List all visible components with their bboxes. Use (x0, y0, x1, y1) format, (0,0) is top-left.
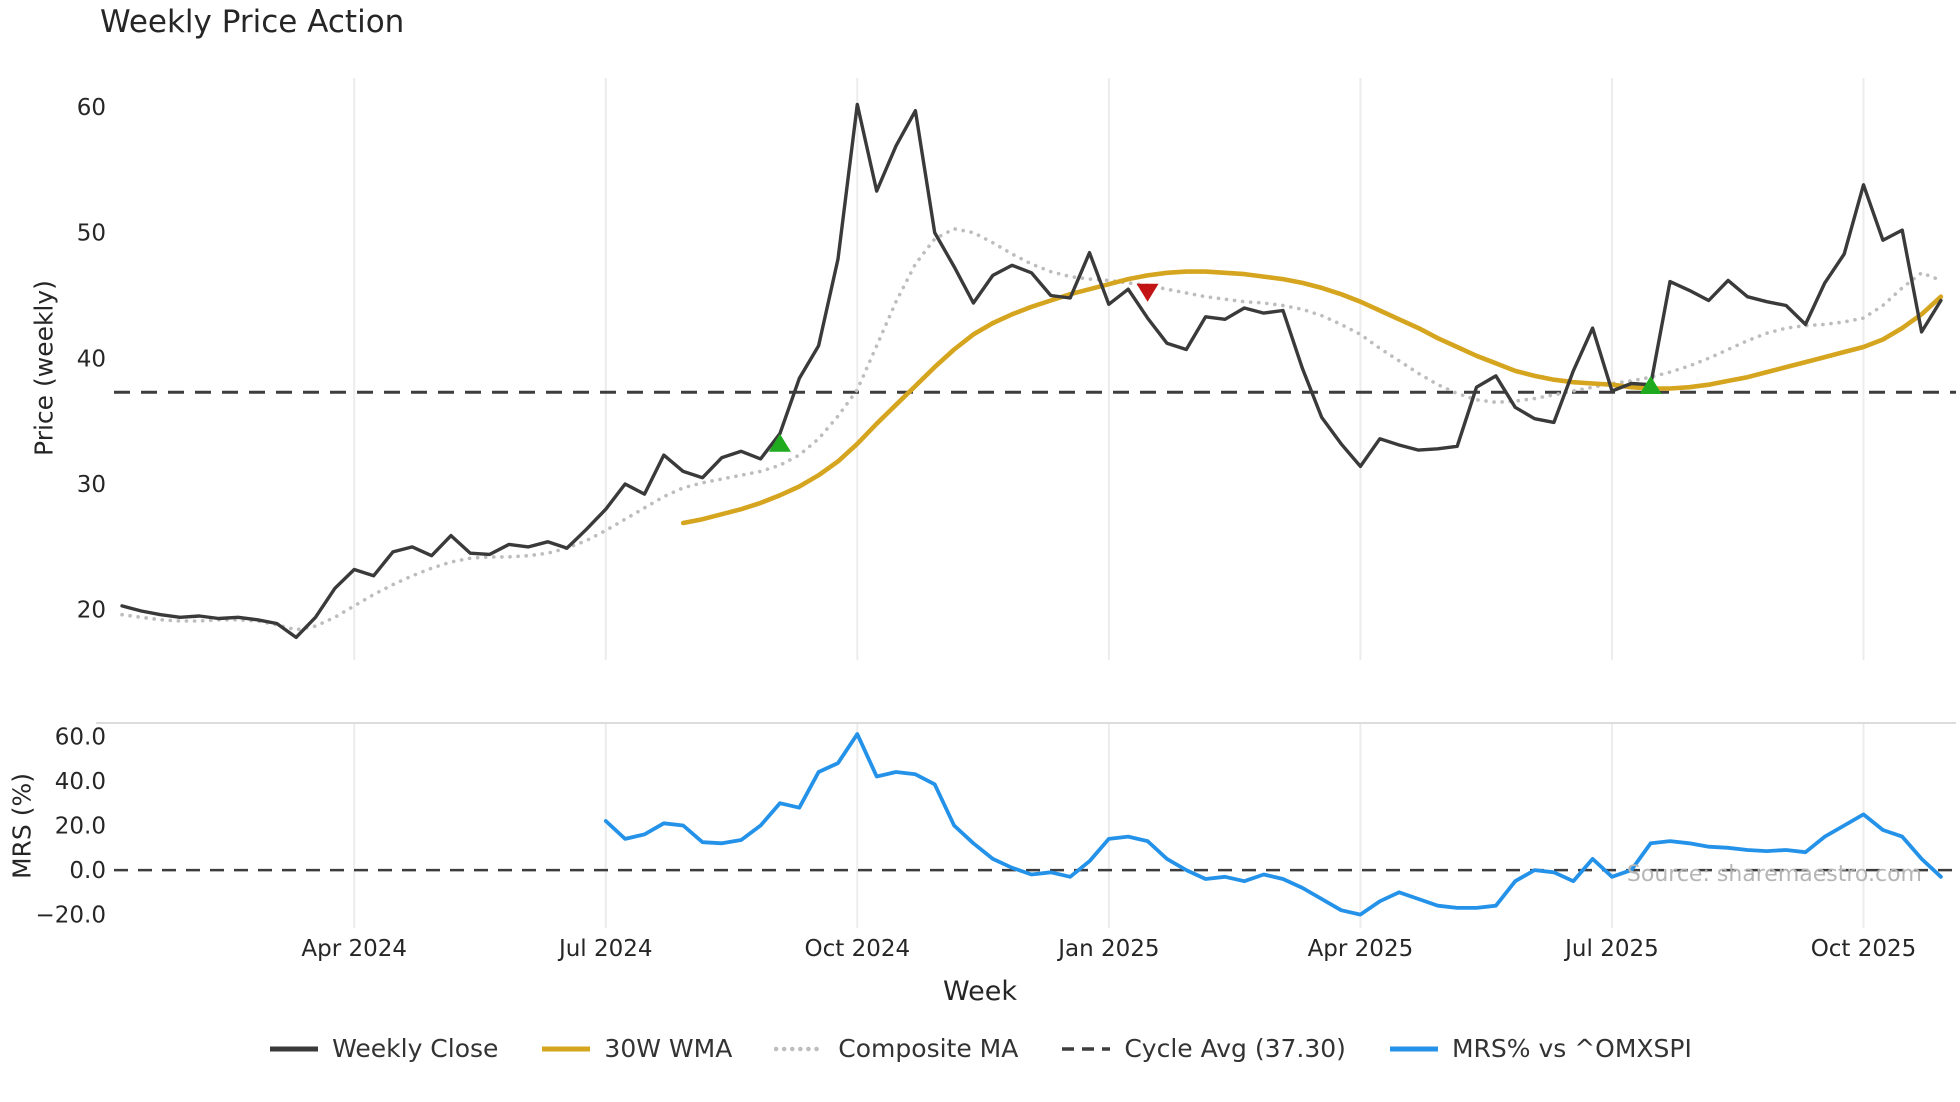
x-tick-label: Jul 2025 (1563, 936, 1659, 962)
chart-title: Weekly Price Action (100, 4, 405, 40)
y-tick-label: 0.0 (69, 858, 106, 884)
legend-label: Weekly Close (332, 1034, 499, 1063)
mrs-vs-omxspi-line (603, 732, 1943, 917)
legend-swatch-dotted-line (774, 1046, 827, 1051)
legend-item-weekly-close: Weekly Close (268, 1034, 498, 1063)
legend-item-cycle-avg-37-30: Cycle Avg (37.30) (1060, 1034, 1346, 1063)
chart-legend: Weekly Close 30W WMA Composite MA Cycle Avg… (0, 1034, 1960, 1063)
price-and-mrs-chart-canvas: Apr 2024 Jul 2024 Oct 2024 Jan 2025 Apr 2025… (36, 78, 1956, 962)
x-tick-label: Jul 2024 (557, 936, 653, 962)
y-tick-label: 40.0 (55, 769, 106, 795)
week-axis-label: Week (943, 976, 1017, 1007)
y-tick-label: 50 (77, 221, 106, 247)
source-watermark: Source: sharemaestro.com (1626, 862, 1922, 887)
x-tick-label: Jan 2025 (1056, 936, 1159, 962)
buy-signal-marker (1639, 375, 1662, 394)
y-tick-label: 60.0 (55, 724, 106, 750)
legend-swatch-dashed-line (1062, 1046, 1111, 1051)
buy-signal-marker (768, 433, 791, 452)
legend-swatch-solid-line (270, 1046, 319, 1051)
legend-item-composite-ma: Composite MA (774, 1034, 1018, 1063)
legend-label: Cycle Avg (37.30) (1124, 1034, 1346, 1063)
legend-label: MRS% vs ^OMXSPI (1451, 1034, 1692, 1063)
weekly-close-line (120, 102, 1943, 640)
legend-item-30w-wma: 30W WMA (540, 1034, 732, 1063)
x-tick-label: Oct 2025 (1811, 936, 1917, 962)
y-tick-label: 20 (77, 598, 106, 624)
y-tick-label: 40 (77, 346, 106, 372)
legend-swatch-solid-line (542, 1046, 591, 1051)
y-tick-label: 30 (77, 472, 106, 498)
y-tick-label: −20.0 (36, 903, 106, 929)
composite-ma-line (120, 227, 1943, 632)
y-tick-label: 60 (77, 95, 106, 121)
legend-label: Composite MA (838, 1034, 1019, 1063)
legend-swatch-solid-line (1389, 1046, 1438, 1051)
x-tick-label: Oct 2024 (804, 936, 910, 962)
x-tick-label: Apr 2024 (301, 936, 407, 962)
sell-signal-marker (1136, 283, 1159, 302)
30w-wma-line (680, 269, 1944, 526)
y-tick-label: 20.0 (55, 814, 106, 840)
legend-item-mrs-vs-omxspi: MRS% vs ^OMXSPI (1388, 1034, 1692, 1063)
legend-label: 30W WMA (604, 1034, 733, 1063)
x-tick-label: Apr 2025 (1308, 936, 1414, 962)
